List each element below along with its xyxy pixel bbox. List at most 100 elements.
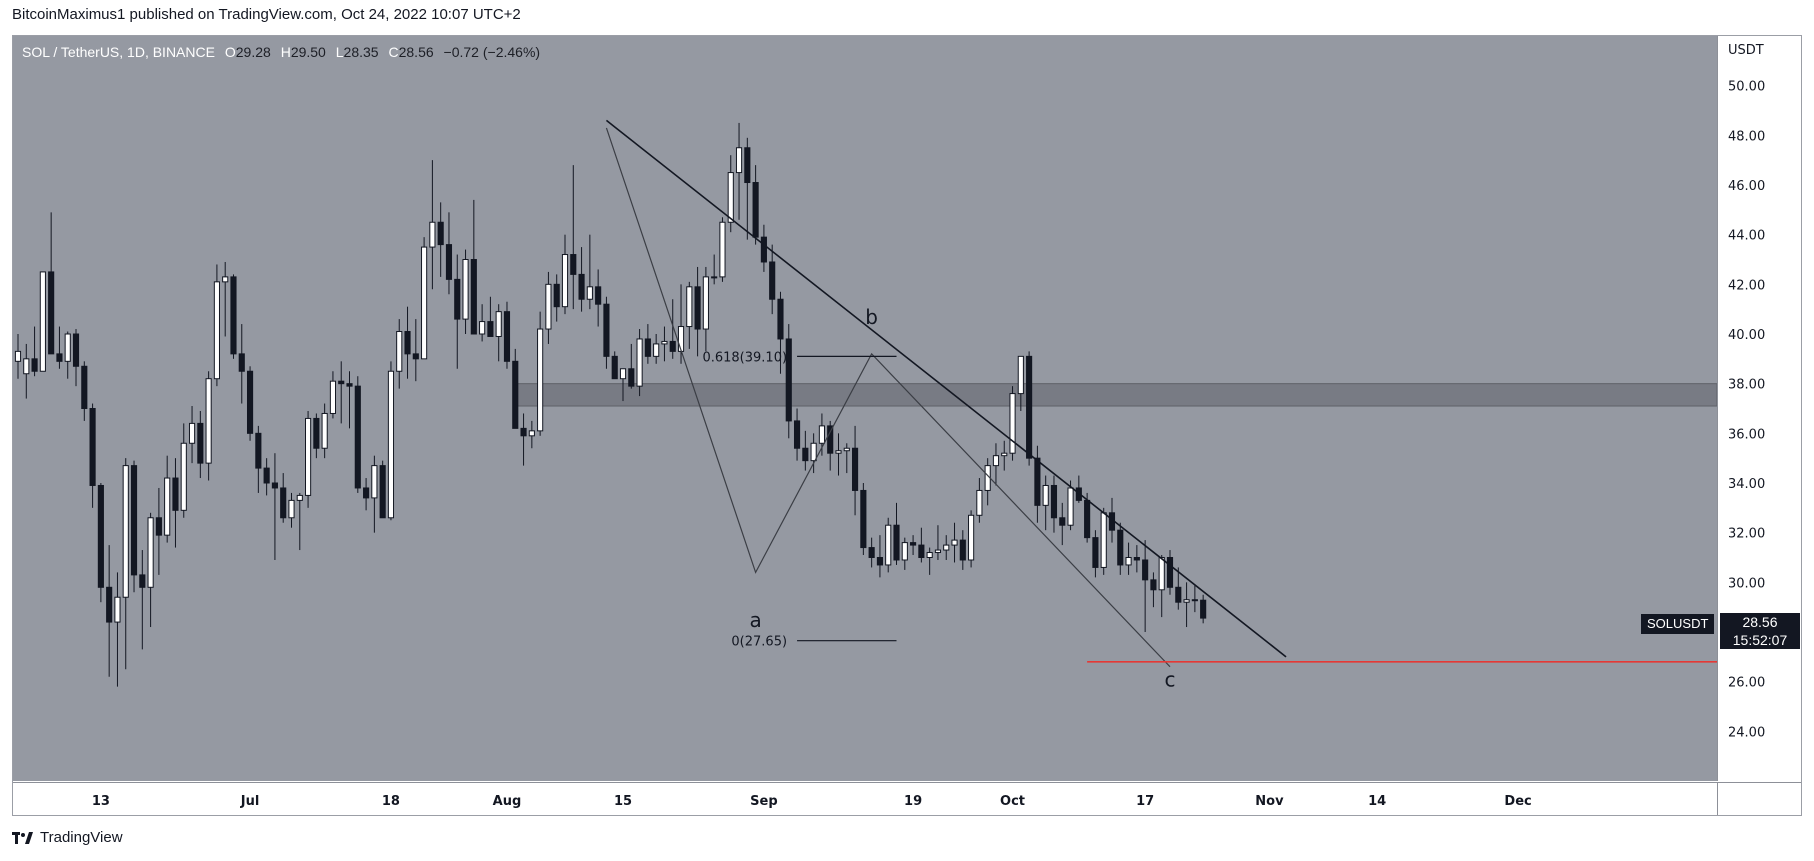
candle xyxy=(918,527,925,563)
candle xyxy=(122,458,129,670)
candle-body-down xyxy=(354,385,361,489)
candle-body-up xyxy=(727,172,734,223)
candle-body-down xyxy=(760,236,767,263)
candle xyxy=(1117,522,1124,575)
candle-body-up xyxy=(1009,393,1016,454)
candle-body-up xyxy=(992,455,1000,467)
footer: TradingView xyxy=(12,829,123,846)
candle xyxy=(619,368,627,402)
time-axis[interactable]: 13 Jul 18 Aug 15 Sep 19 Oct 17 Nov 14 Dec xyxy=(13,782,1717,815)
time-tick-label: Sep xyxy=(750,794,778,809)
candle xyxy=(164,455,171,543)
candle xyxy=(1125,542,1132,575)
candle-body-down xyxy=(785,338,792,422)
candle-body-down xyxy=(918,544,925,559)
candle xyxy=(1050,475,1058,533)
descending-trendline xyxy=(605,119,1287,658)
candle-body-up xyxy=(1183,599,1190,603)
candle xyxy=(868,537,875,568)
candle xyxy=(1075,475,1082,503)
candle-body-up xyxy=(147,517,154,588)
candle xyxy=(363,478,370,511)
time-tick-label: Jul xyxy=(240,794,260,809)
candle xyxy=(305,410,312,508)
candle-body-down xyxy=(72,333,80,367)
candle xyxy=(636,329,643,397)
candle-body-down xyxy=(1059,517,1066,526)
candle-body-down xyxy=(445,244,453,280)
symbol-price-tag: SOLUSDT xyxy=(1641,614,1715,634)
candle xyxy=(528,420,535,449)
candle-body-up xyxy=(735,147,743,174)
candle-body-up xyxy=(537,328,544,432)
candle-body-down xyxy=(338,380,345,385)
candle xyxy=(926,547,933,575)
candle-body-up xyxy=(711,276,718,279)
open-value: 29.28 xyxy=(235,44,271,60)
candle-body-down xyxy=(263,467,270,484)
price-tick-label: 40.00 xyxy=(1728,328,1765,343)
candle-body-down xyxy=(155,517,162,536)
candle xyxy=(561,234,569,315)
candle xyxy=(280,473,287,523)
candlestick-chart[interactable]: 0.618(39.10) 0(27.65) a b c xyxy=(13,36,1717,781)
candle-body-down xyxy=(1117,529,1124,566)
candle-body-up xyxy=(528,430,535,437)
price-tick-label: 50.00 xyxy=(1728,80,1765,95)
candle xyxy=(520,413,527,466)
candle-body-up xyxy=(653,343,660,357)
candle xyxy=(769,244,776,315)
candle-body-down xyxy=(81,365,88,409)
price-tick-label: 26.00 xyxy=(1728,676,1765,691)
candle xyxy=(686,281,693,349)
candle-body-down xyxy=(97,484,104,588)
candle-body-up xyxy=(305,417,312,496)
candle-body-up xyxy=(387,370,395,519)
candle xyxy=(959,530,966,570)
candle xyxy=(56,326,63,369)
candle-body-up xyxy=(1042,484,1049,506)
axis-corner xyxy=(1717,782,1801,815)
candle-body-down xyxy=(1050,484,1058,519)
candle-body-down xyxy=(644,338,651,357)
candle xyxy=(114,572,121,687)
candle xyxy=(371,455,378,533)
candle xyxy=(968,510,975,568)
candle xyxy=(230,274,237,359)
candle xyxy=(130,460,138,593)
candle xyxy=(943,535,950,560)
candle xyxy=(1191,584,1198,613)
candle xyxy=(1133,545,1140,573)
candle xyxy=(702,266,709,352)
candle xyxy=(1142,540,1149,632)
candle xyxy=(1009,386,1016,461)
candle xyxy=(288,492,295,528)
candle-body-down xyxy=(868,547,875,559)
candle xyxy=(951,522,958,563)
candle-body-down xyxy=(437,221,444,246)
candle xyxy=(1183,582,1190,628)
candle-body-up xyxy=(188,422,196,444)
candle xyxy=(553,274,560,322)
candle-body-up xyxy=(1100,512,1107,568)
candle xyxy=(222,261,229,337)
candle xyxy=(246,366,254,441)
candle xyxy=(354,376,361,493)
open-label: O xyxy=(224,44,236,60)
candle-body-down xyxy=(802,447,809,462)
candle-body-down xyxy=(172,477,179,511)
candle-body-up xyxy=(1191,599,1198,602)
time-tick-label: 19 xyxy=(904,794,922,809)
time-tick-label: Nov xyxy=(1255,794,1284,809)
candle xyxy=(387,361,395,521)
price-axis[interactable]: 50.00 48.00 46.00 44.00 42.00 40.00 38.00 36.00… xyxy=(1717,36,1801,781)
candle xyxy=(1100,507,1107,575)
high-label: H xyxy=(280,44,291,60)
candle-body-up xyxy=(619,368,627,380)
candle xyxy=(238,324,245,404)
candle xyxy=(653,334,660,364)
plot-area[interactable]: 0.618(39.10) 0(27.65) a b c xyxy=(13,36,1717,781)
candle xyxy=(1166,550,1174,595)
wave-path xyxy=(605,127,1171,668)
candle xyxy=(271,453,278,560)
